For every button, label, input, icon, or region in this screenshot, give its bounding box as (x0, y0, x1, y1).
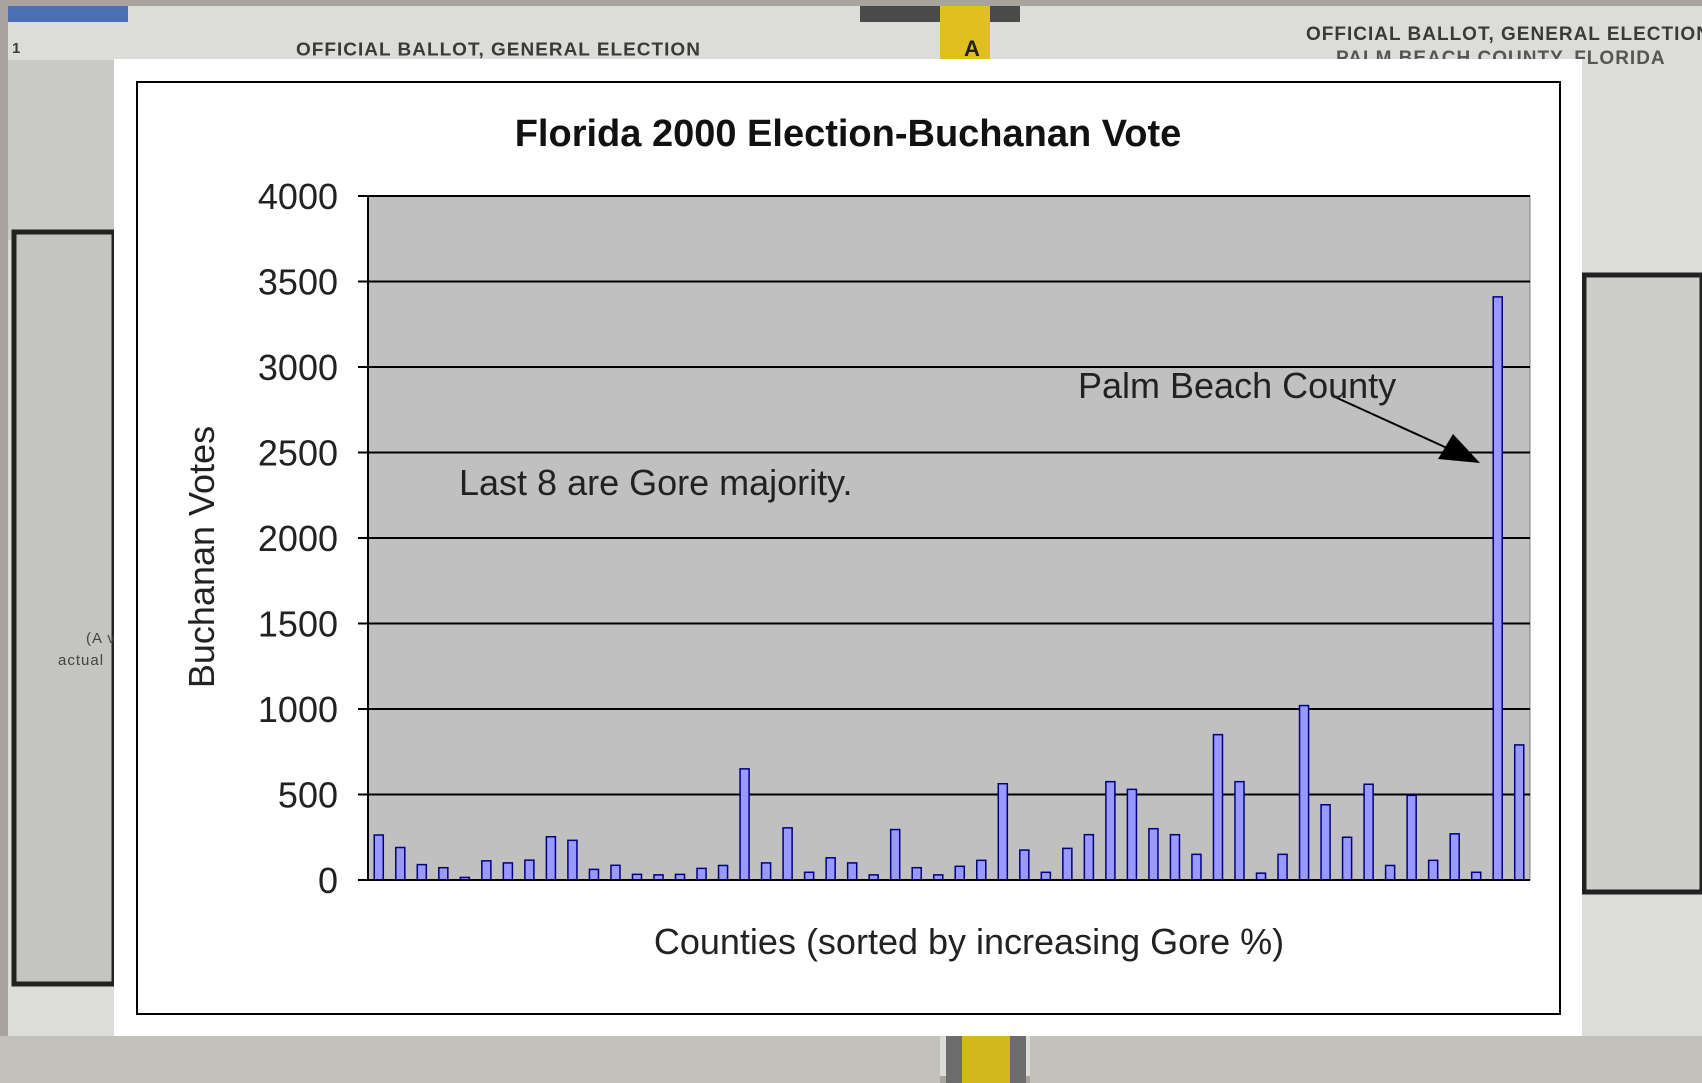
bar (545, 835, 557, 881)
bar (1126, 788, 1138, 881)
bar (1019, 849, 1030, 881)
ballot-page-number: 1 (12, 40, 22, 57)
x-axis-label: Counties (sorted by increasing Gore %) (653, 921, 1285, 962)
y-tick-label: 3500 (258, 262, 338, 303)
y-tick-label: 4000 (258, 176, 338, 217)
ballot-side-text-2: actual (58, 652, 105, 669)
bar (395, 846, 406, 881)
bar (1255, 872, 1267, 881)
bar (1320, 804, 1331, 881)
y-tick-label: 1000 (258, 689, 338, 730)
bar (1169, 833, 1181, 881)
bar (846, 862, 858, 881)
bar (502, 862, 514, 881)
bar (1040, 871, 1052, 881)
bar (1148, 827, 1159, 881)
y-tick-label: 2000 (258, 518, 338, 559)
annotation-palm-beach: Palm Beach County (1078, 365, 1397, 406)
bar (717, 864, 729, 881)
bar (1341, 836, 1353, 881)
bar (911, 866, 922, 881)
ballot-side-text-1: (A v (86, 630, 116, 647)
bar (1277, 853, 1288, 881)
bar (610, 864, 621, 881)
bar (1105, 780, 1116, 881)
bar (1062, 847, 1073, 881)
bar (1513, 744, 1525, 881)
bar (803, 871, 815, 881)
grid-lines (368, 195, 1530, 796)
palm-beach-arrow-line (1334, 396, 1459, 454)
ballot-left-title: OFFICIAL BALLOT, GENERAL ELECTION (296, 40, 701, 61)
bar (481, 860, 492, 881)
bar (1384, 864, 1396, 881)
bar (1298, 704, 1310, 881)
bar (373, 834, 385, 881)
bar (976, 859, 987, 881)
bar (889, 828, 901, 881)
annotation-gore-majority: Last 8 are Gore majority. (459, 462, 853, 503)
y-tick-label: 500 (278, 775, 338, 816)
y-tick-label: 1500 (258, 604, 338, 645)
bar (1427, 859, 1439, 881)
bar (1492, 296, 1503, 881)
bar (1191, 853, 1202, 881)
bar (416, 863, 428, 881)
bar (954, 865, 966, 881)
bar (739, 768, 750, 881)
bar (588, 868, 600, 881)
bar (825, 857, 836, 881)
bar (1083, 833, 1095, 881)
y-tick-label: 3000 (258, 347, 338, 388)
bar (524, 859, 535, 881)
y-tick-label: 2500 (258, 433, 338, 474)
y-tick-label: 0 (318, 860, 338, 901)
y-tick-labels: 0 500 1000 1500 2000 2500 3000 3500 4000 (258, 176, 368, 901)
bar (1363, 783, 1374, 881)
y-axis-label: Buchanan Votes (181, 425, 222, 689)
chart-title: Florida 2000 Election-Buchanan Vote (514, 113, 1182, 155)
bar (997, 782, 1009, 881)
bar (567, 839, 578, 881)
bar (1470, 871, 1482, 881)
ballot-tab-letter: A (964, 36, 981, 61)
chart-frame: 0 500 1000 1500 2000 2500 3000 3500 4000 Florida… (114, 59, 1582, 1036)
bar (782, 827, 793, 881)
bar (1234, 780, 1245, 881)
bar (438, 866, 449, 881)
bar (1406, 794, 1417, 881)
palm-beach-arrow-head (1438, 434, 1480, 463)
bar (1449, 833, 1460, 881)
bar (760, 862, 772, 881)
ballot-right-title: OFFICIAL BALLOT, GENERAL ELECTION (1306, 24, 1702, 45)
bar (1212, 733, 1224, 881)
bar (696, 867, 707, 881)
chart-svg: 0 500 1000 1500 2000 2500 3000 3500 4000 (136, 81, 1561, 1015)
